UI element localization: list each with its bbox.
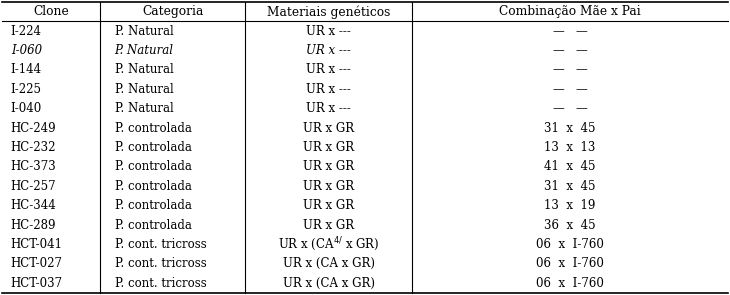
Text: P. Natural: P. Natural <box>115 44 174 57</box>
Text: Clone: Clone <box>33 5 69 18</box>
Text: P. Natural: P. Natural <box>115 83 173 96</box>
Text: HC-249: HC-249 <box>11 122 56 135</box>
Text: UR x GR: UR x GR <box>303 141 354 154</box>
Text: 31  x  45: 31 x 45 <box>545 122 596 135</box>
Text: HC-344: HC-344 <box>11 199 56 212</box>
Text: 13  x  19: 13 x 19 <box>545 199 596 212</box>
Text: —   —: — — <box>553 102 588 115</box>
Text: I-040: I-040 <box>11 102 42 115</box>
Text: UR x (CA x GR): UR x (CA x GR) <box>283 257 374 270</box>
Text: UR x GR: UR x GR <box>303 199 354 212</box>
Text: P. Natural: P. Natural <box>115 25 173 38</box>
Text: —   —: — — <box>553 83 588 96</box>
Text: UR x GR: UR x GR <box>303 219 354 232</box>
Text: UR x GR: UR x GR <box>303 180 354 193</box>
Text: P. controlada: P. controlada <box>115 160 191 173</box>
Text: P. Natural: P. Natural <box>115 63 173 76</box>
Text: 06  x  I-760: 06 x I-760 <box>536 238 604 251</box>
Text: 41  x  45: 41 x 45 <box>545 160 596 173</box>
Text: UR x GR: UR x GR <box>303 160 354 173</box>
Text: I-225: I-225 <box>11 83 42 96</box>
Text: UR x (CA x GR): UR x (CA x GR) <box>283 277 374 290</box>
Text: P. Natural: P. Natural <box>115 102 173 115</box>
Text: 13  x  13: 13 x 13 <box>545 141 596 154</box>
Text: —   —: — — <box>553 63 588 76</box>
Text: UR x ---: UR x --- <box>307 83 351 96</box>
Text: P. controlada: P. controlada <box>115 141 191 154</box>
Text: P. cont. tricross: P. cont. tricross <box>115 257 207 270</box>
Text: HCT-037: HCT-037 <box>11 277 63 290</box>
Text: I-060: I-060 <box>11 44 42 57</box>
Text: P. cont. tricross: P. cont. tricross <box>115 238 207 251</box>
Text: UR x ---: UR x --- <box>307 25 351 38</box>
Text: —   —: — — <box>553 44 588 57</box>
Text: Categoria: Categoria <box>142 5 204 18</box>
Text: Materiais genéticos: Materiais genéticos <box>267 5 391 19</box>
Text: 36  x  45: 36 x 45 <box>545 219 596 232</box>
Text: P. controlada: P. controlada <box>115 219 191 232</box>
Text: UR x GR: UR x GR <box>303 122 354 135</box>
Text: HC-232: HC-232 <box>11 141 56 154</box>
Text: I-144: I-144 <box>11 63 42 76</box>
Text: I-224: I-224 <box>11 25 42 38</box>
Text: 31  x  45: 31 x 45 <box>545 180 596 193</box>
Text: UR x ---: UR x --- <box>307 63 351 76</box>
Text: HC-373: HC-373 <box>11 160 56 173</box>
Text: UR x ---: UR x --- <box>307 44 351 57</box>
Text: P. controlada: P. controlada <box>115 122 191 135</box>
Text: UR x ---: UR x --- <box>307 102 351 115</box>
Text: 06  x  I-760: 06 x I-760 <box>536 277 604 290</box>
Text: P. cont. tricross: P. cont. tricross <box>115 277 207 290</box>
Text: —   —: — — <box>553 25 588 38</box>
Text: HC-289: HC-289 <box>11 219 56 232</box>
Text: HCT-027: HCT-027 <box>11 257 63 270</box>
Text: 06  x  I-760: 06 x I-760 <box>536 257 604 270</box>
Text: Combinação Mãe x Pai: Combinação Mãe x Pai <box>499 5 641 18</box>
Text: P. controlada: P. controlada <box>115 199 191 212</box>
Text: UR x (CA$^{4/}$ x GR): UR x (CA$^{4/}$ x GR) <box>278 236 380 253</box>
Text: P. controlada: P. controlada <box>115 180 191 193</box>
Text: HCT-041: HCT-041 <box>11 238 63 251</box>
Text: HC-257: HC-257 <box>11 180 56 193</box>
